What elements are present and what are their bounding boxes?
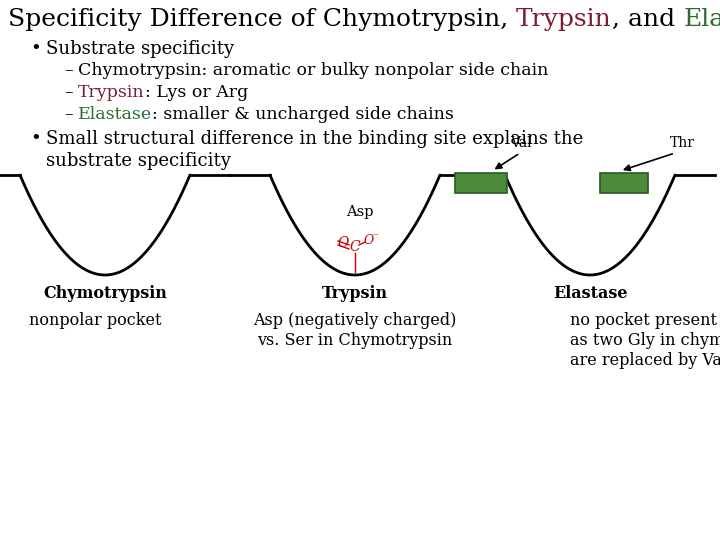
Bar xyxy=(600,173,648,193)
Text: Trypsin: Trypsin xyxy=(322,285,388,302)
Text: Trypsin: Trypsin xyxy=(516,8,612,31)
Text: substrate specificity: substrate specificity xyxy=(46,152,231,170)
Text: Thr: Thr xyxy=(670,136,695,150)
Text: Elastase: Elastase xyxy=(78,106,152,123)
Text: Elastase: Elastase xyxy=(683,8,720,31)
Text: , and: , and xyxy=(612,8,683,31)
Text: no pocket present: no pocket present xyxy=(570,312,717,329)
Text: as two Gly in chymotrypsin: as two Gly in chymotrypsin xyxy=(570,332,720,349)
Text: Asp (negatively charged): Asp (negatively charged) xyxy=(253,312,456,329)
Text: vs. Ser in Chymotrypsin: vs. Ser in Chymotrypsin xyxy=(257,332,453,349)
Text: C: C xyxy=(350,240,360,254)
Text: : smaller & uncharged side chains: : smaller & uncharged side chains xyxy=(152,106,454,123)
Text: Chymotrypsin: Chymotrypsin xyxy=(43,285,167,302)
Text: O: O xyxy=(364,234,374,247)
Bar xyxy=(455,173,507,193)
Text: Specificity Difference of Chymotrypsin,: Specificity Difference of Chymotrypsin, xyxy=(8,8,516,31)
Text: Substrate specificity: Substrate specificity xyxy=(46,40,234,58)
Text: •: • xyxy=(30,130,41,148)
Text: Val: Val xyxy=(510,136,531,150)
Text: nonpolar pocket: nonpolar pocket xyxy=(29,312,161,329)
Text: –: – xyxy=(64,84,73,101)
Text: Chymotrypsin: aromatic or bulky nonpolar side chain: Chymotrypsin: aromatic or bulky nonpolar… xyxy=(78,62,549,79)
Text: –: – xyxy=(64,62,73,79)
Text: Elastase: Elastase xyxy=(553,285,627,302)
Text: O: O xyxy=(337,236,348,250)
Text: Asp: Asp xyxy=(346,205,374,219)
Text: Trypsin: Trypsin xyxy=(78,84,145,101)
Text: are replaced by Val and Thr: are replaced by Val and Thr xyxy=(570,352,720,369)
Text: •: • xyxy=(30,40,41,58)
Text: –: – xyxy=(64,106,73,123)
Text: ⁻: ⁻ xyxy=(372,232,378,242)
Text: : Lys or Arg: : Lys or Arg xyxy=(145,84,248,101)
Text: Small structural difference in the binding site explains the: Small structural difference in the bindi… xyxy=(46,130,583,148)
